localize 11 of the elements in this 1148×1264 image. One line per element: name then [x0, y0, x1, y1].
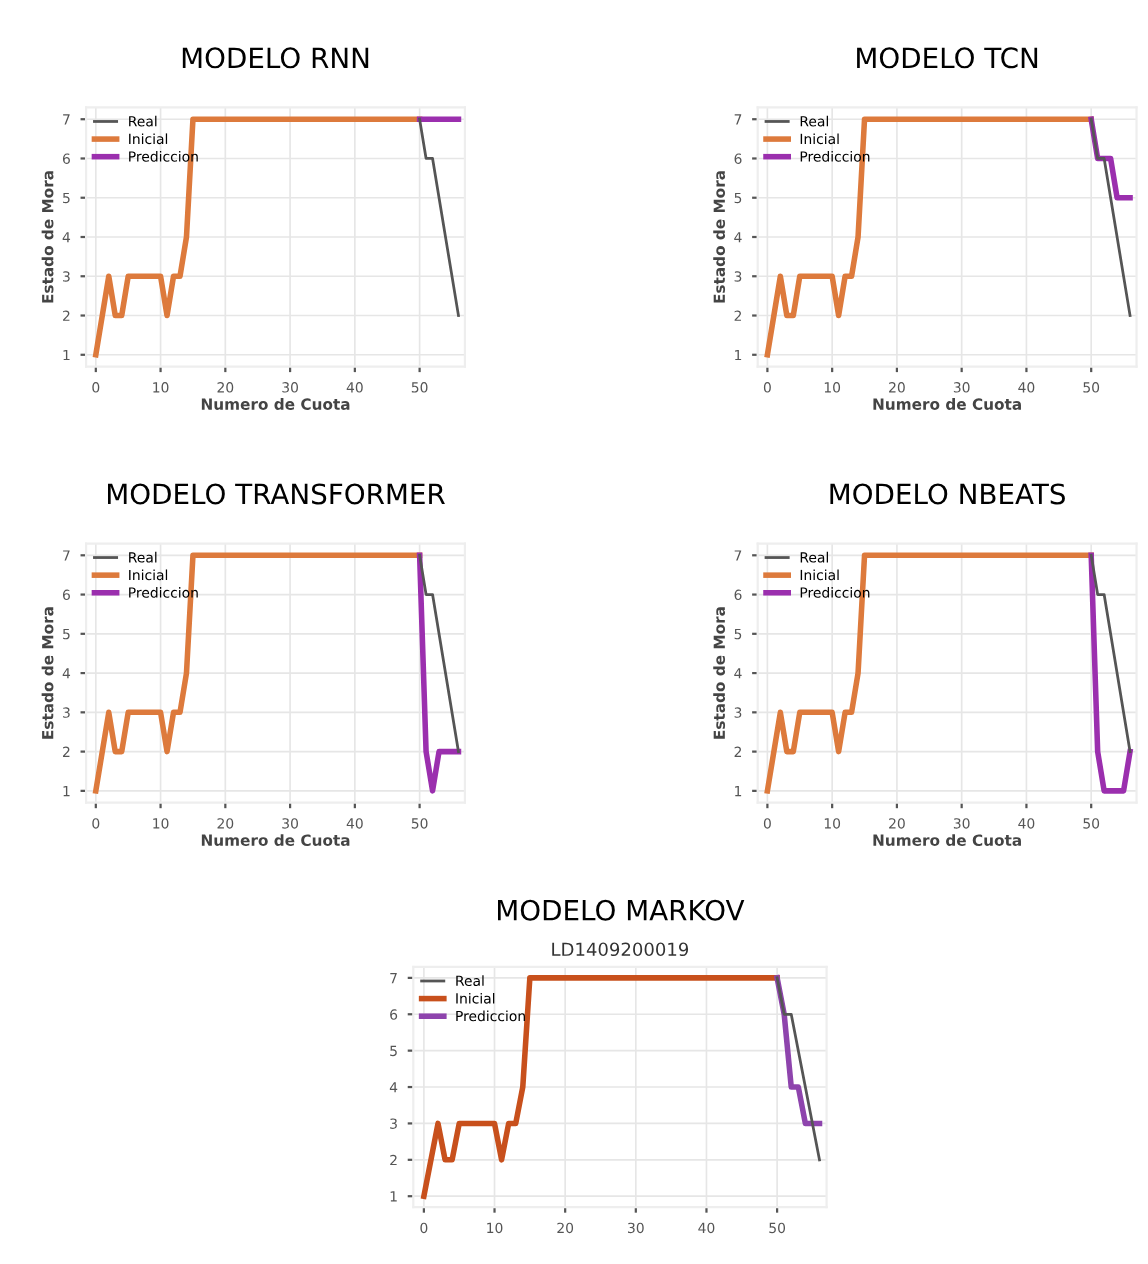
chart-subtitle: LD1409200019: [552, 942, 689, 957]
line-series: [93, 116, 423, 358]
chart-title: MODELO TRANSFORMER: [108, 483, 445, 505]
line-series: [421, 975, 780, 1199]
chart-title: MODELO RNN: [182, 47, 369, 69]
line-series: [764, 552, 1094, 794]
line-series: [93, 552, 423, 794]
chart-title: MODELO NBEATS: [830, 483, 1065, 505]
line-series: [764, 116, 1094, 358]
chart-title: MODELO MARKOV: [498, 899, 745, 921]
chart-title: MODELO TCN: [857, 47, 1038, 69]
